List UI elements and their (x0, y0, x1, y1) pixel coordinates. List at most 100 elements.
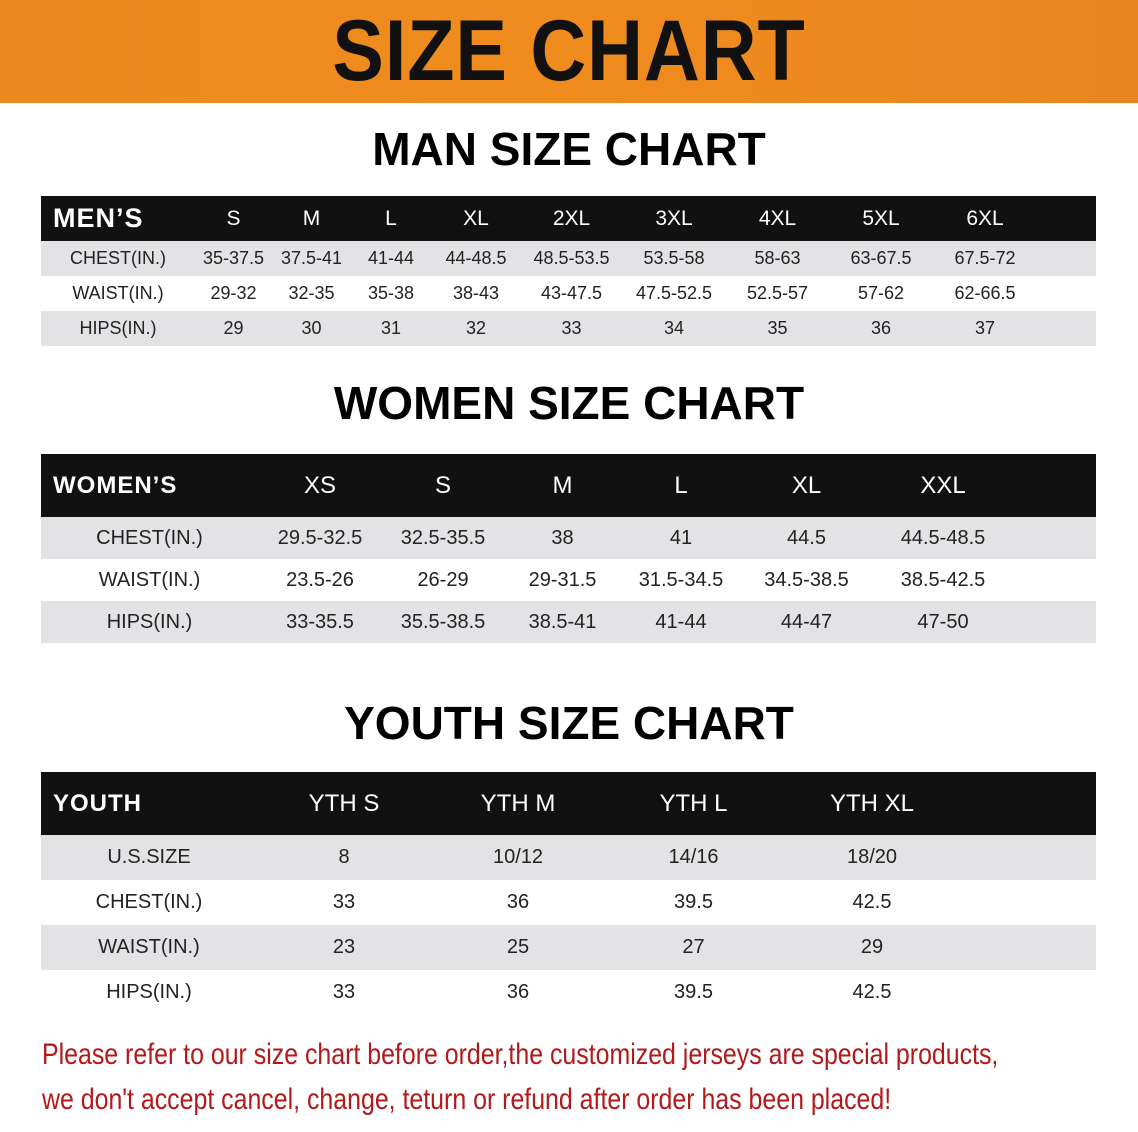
banner-title: SIZE CHART (332, 3, 806, 99)
table-cell: 35-38 (367, 283, 415, 303)
header-row: WOMEN’S XS S M L XL XXL (41, 454, 1096, 517)
size-header: L (674, 471, 688, 499)
men-size-table: MEN’S S M L XL 2XL 3XL 4XL 5XL 6XL CHEST(IN.) 35-37… (41, 196, 1096, 346)
row-label: CHEST(IN.) (95, 891, 203, 913)
table-row: U.S.SIZE 8 10/12 14/16 18/20 (41, 835, 1096, 880)
size-header: XXL (920, 471, 966, 499)
table-cell: 33 (561, 318, 582, 338)
table-row: HIPS(IN.) 33 36 39.5 42.5 (41, 970, 1096, 1015)
table-cell: 48.5-53.5 (533, 248, 610, 268)
table-row: WAIST(IN.) 29-32 32-35 35-38 38-43 43-47.5 47.… (41, 276, 1096, 311)
table-cell: 33 (332, 891, 356, 913)
table-cell: 39.5 (674, 981, 713, 1003)
row-label: HIPS(IN.) (79, 318, 157, 338)
table-cell: 32-35 (288, 283, 335, 303)
table-cell: 44.5-48.5 (900, 526, 986, 549)
table-corner-label: YOUTH (53, 789, 142, 817)
table-cell: 63-67.5 (850, 248, 912, 268)
size-header: M (552, 471, 573, 499)
table-cell: 38.5-42.5 (900, 568, 986, 591)
size-header: XL (463, 206, 489, 230)
table-cell: 41 (669, 526, 693, 549)
table-cell: 14/16 (668, 846, 719, 868)
size-header: XL (791, 471, 822, 499)
header-row: MEN’S S M L XL 2XL 3XL 4XL 5XL 6XL (41, 196, 1096, 241)
table-cell: 58-63 (754, 248, 801, 268)
table-cell: 27 (682, 936, 705, 958)
table-cell: 33 (332, 981, 356, 1003)
row-label: HIPS(IN.) (106, 981, 192, 1003)
women-section-title: WOMEN SIZE CHART (333, 377, 805, 429)
table-cell: 42.5 (852, 981, 892, 1003)
table-row: WAIST(IN.) 23.5-26 26-29 29-31.5 31.5-34.5 34… (41, 559, 1096, 601)
table-cell: 29.5-32.5 (277, 526, 363, 549)
size-header: 3XL (655, 206, 693, 230)
table-cell: 32 (465, 318, 487, 338)
banner: SIZE CHART (0, 0, 1138, 103)
women-size-table: WOMEN’S XS S M L XL XXL CHEST(IN.) 29.5-32.5 32.5… (41, 454, 1096, 643)
table-cell: 42.5 (852, 891, 892, 913)
row-label: CHEST(IN.) (96, 526, 203, 549)
table-cell: 23 (332, 936, 356, 958)
table-cell: 37.5-41 (280, 248, 343, 268)
size-header: YTH S (308, 789, 380, 817)
table-cell: 52.5-57 (746, 283, 809, 303)
table-row: CHEST(IN.) 29.5-32.5 32.5-35.5 38 41 44.5 44.5… (41, 517, 1096, 559)
table-cell: 36 (506, 981, 530, 1003)
table-cell: 30 (301, 318, 322, 338)
table-cell: 35.5-38.5 (400, 610, 486, 633)
size-header: XS (303, 471, 336, 499)
table-cell: 23.5-26 (286, 568, 354, 591)
table-cell: 10/12 (492, 846, 544, 868)
table-row: WAIST(IN.) 23 25 27 29 (41, 925, 1096, 970)
size-header: S (434, 471, 451, 499)
row-label: HIPS(IN.) (106, 610, 193, 633)
table-cell: 31 (380, 318, 402, 338)
youth-section-title: YOUTH SIZE CHART (344, 697, 794, 749)
row-label: CHEST(IN.) (70, 248, 166, 268)
size-header: S (226, 206, 241, 230)
table-cell: 67.5-72 (954, 248, 1016, 268)
table-cell: 31.5-34.5 (638, 568, 724, 591)
table-cell: 35-37.5 (202, 248, 265, 268)
table-cell: 34 (663, 318, 685, 338)
size-header: YTH M (480, 789, 556, 817)
table-corner-label: WOMEN’S (53, 471, 178, 499)
table-row: CHEST(IN.) 33 36 39.5 42.5 (41, 880, 1096, 925)
table-cell: 44-48.5 (445, 248, 507, 268)
note-line-2: we don't accept cancel, change, teturn o… (42, 1083, 892, 1116)
table-cell: 44.5 (787, 526, 826, 549)
table-cell: 29-31.5 (528, 568, 597, 591)
table-cell: 36 (506, 891, 530, 913)
row-label: WAIST(IN.) (98, 936, 200, 958)
table-row: CHEST(IN.) 35-37.5 37.5-41 41-44 44-48.5 48.5… (41, 241, 1096, 276)
table-cell: 33-35.5 (286, 610, 354, 633)
table-cell: 62-66.5 (954, 283, 1016, 303)
table-cell: 18/20 (846, 846, 898, 868)
size-header: YTH XL (829, 789, 915, 817)
table-cell: 32.5-35.5 (400, 526, 486, 549)
table-cell: 43-47.5 (540, 283, 603, 303)
table-cell: 34.5-38.5 (764, 568, 849, 591)
size-header: 5XL (862, 206, 900, 230)
size-header: 6XL (966, 206, 1004, 230)
size-header: 4XL (758, 206, 797, 230)
table-cell: 57-62 (857, 283, 905, 303)
row-label: WAIST(IN.) (72, 283, 164, 303)
table-cell: 29 (860, 936, 884, 958)
table-cell: 37 (974, 318, 996, 338)
table-cell: 47-50 (917, 610, 969, 633)
table-cell: 38 (551, 526, 574, 549)
table-cell: 38-43 (452, 283, 500, 303)
size-header: L (385, 206, 397, 230)
table-cell: 53.5-58 (643, 248, 705, 268)
table-cell: 36 (870, 318, 892, 338)
table-cell: 8 (338, 846, 350, 868)
table-cell: 38.5-41 (528, 610, 597, 633)
row-label: WAIST(IN.) (98, 568, 201, 591)
table-cell: 35 (767, 318, 788, 338)
size-header: M (302, 206, 321, 230)
table-cell: 29-32 (210, 283, 257, 303)
header-row: YOUTH YTH S YTH M YTH L YTH XL (41, 772, 1096, 835)
table-row: HIPS(IN.) 33-35.5 35.5-38.5 38.5-41 41-44 44-… (41, 601, 1096, 643)
